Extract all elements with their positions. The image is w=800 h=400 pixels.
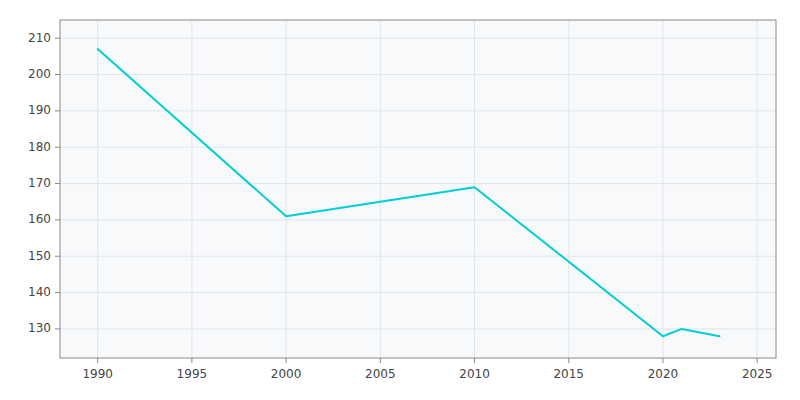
y-tick-label: 180 xyxy=(28,140,51,154)
x-grid-line xyxy=(474,20,475,358)
y-grid-line xyxy=(60,74,776,75)
grid xyxy=(60,20,776,358)
y-tick xyxy=(55,38,60,39)
x-tick-label: 2010 xyxy=(459,367,490,381)
y-tick-label: 130 xyxy=(28,321,51,335)
y-tick xyxy=(55,183,60,184)
y-grid-line xyxy=(60,256,776,257)
y-tick xyxy=(55,328,60,329)
chart-container: 130 140 150 160 170 180 190 200 210 1990 1995 2000 2… xyxy=(0,0,800,400)
x-tick-label: 2020 xyxy=(648,367,679,381)
y-tick-label: 170 xyxy=(28,176,51,190)
x-tick-label: 2015 xyxy=(553,367,584,381)
y-grid-line xyxy=(60,292,776,293)
x-tick-label: 2025 xyxy=(742,367,773,381)
x-tick-label: 2005 xyxy=(365,367,396,381)
y-tick-label: 200 xyxy=(28,67,51,81)
y-grid-line xyxy=(60,183,776,184)
y-grid-line xyxy=(60,147,776,148)
x-tick-label: 2000 xyxy=(271,367,302,381)
chart-svg: 130 140 150 160 170 180 190 200 210 1990 1995 2000 2… xyxy=(0,0,800,400)
x-grid-line xyxy=(380,20,381,358)
plot-background xyxy=(60,20,776,358)
y-tick xyxy=(55,147,60,148)
plot-frame xyxy=(60,20,776,358)
y-grid-line xyxy=(60,38,776,39)
y-grid-line xyxy=(60,328,776,329)
y-tick xyxy=(55,219,60,220)
x-tick xyxy=(191,358,192,363)
x-grid-line xyxy=(662,20,663,358)
x-tick xyxy=(97,358,98,363)
y-tick-label: 190 xyxy=(28,103,51,117)
y-tick xyxy=(55,110,60,111)
x-tick xyxy=(662,358,663,363)
x-grid-line xyxy=(757,20,758,358)
data-group xyxy=(98,49,720,336)
x-tick xyxy=(286,358,287,363)
y-tick-label: 160 xyxy=(28,212,51,226)
data-line xyxy=(98,49,720,336)
y-tick-label: 140 xyxy=(28,285,51,299)
y-tick-label: 150 xyxy=(28,249,51,263)
y-tick xyxy=(55,256,60,257)
x-tick-label: 1990 xyxy=(82,367,113,381)
y-tick-label: 210 xyxy=(28,31,51,45)
x-grid-line xyxy=(286,20,287,358)
x-grid-line xyxy=(568,20,569,358)
x-tick xyxy=(380,358,381,363)
x-tick xyxy=(474,358,475,363)
y-tick xyxy=(55,74,60,75)
y-tick xyxy=(55,292,60,293)
y-grid-line xyxy=(60,219,776,220)
x-grid-line xyxy=(97,20,98,358)
x-grid-line xyxy=(191,20,192,358)
x-tick xyxy=(757,358,758,363)
x-tick-label: 1995 xyxy=(177,367,208,381)
x-tick xyxy=(568,358,569,363)
